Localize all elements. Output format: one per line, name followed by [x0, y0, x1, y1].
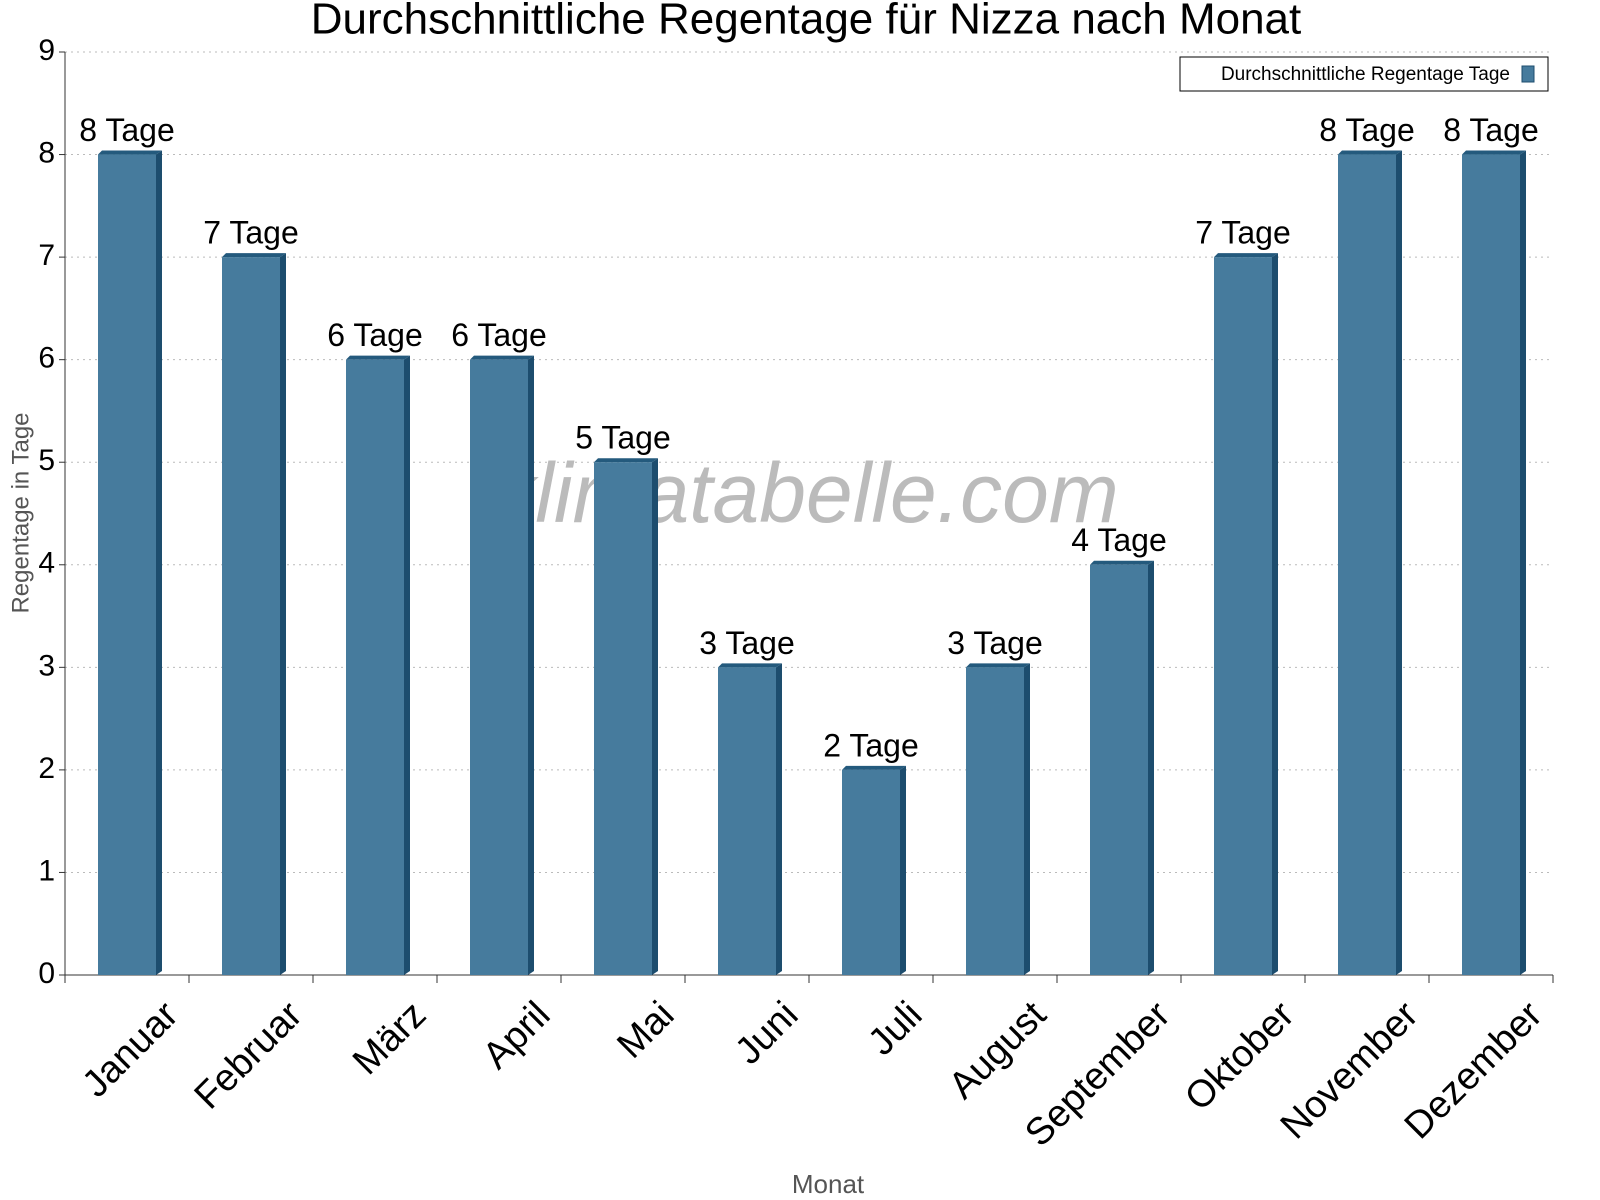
- bar-top: [470, 355, 534, 360]
- data-label: 7 Tage: [1195, 215, 1291, 251]
- data-label: 4 Tage: [1071, 522, 1167, 558]
- bar-top: [1214, 253, 1278, 258]
- data-label: 8 Tage: [79, 112, 175, 148]
- y-tick-label: 9: [38, 34, 55, 67]
- x-tick-label: Februar: [187, 994, 311, 1118]
- bar-side: [280, 253, 286, 976]
- bar-top: [346, 355, 410, 360]
- y-tick-label: 5: [38, 444, 55, 477]
- chart-title: Durchschnittliche Regentage für Nizza na…: [311, 0, 1302, 44]
- bar-side: [1272, 253, 1278, 976]
- legend: Durchschnittliche Regentage Tage: [1179, 56, 1549, 92]
- x-tick-label: Juli: [860, 994, 930, 1064]
- x-tick-label: Mai: [609, 994, 682, 1067]
- data-label: 8 Tage: [1443, 112, 1539, 148]
- x-tick-label: März: [345, 994, 434, 1083]
- data-label: 3 Tage: [947, 625, 1043, 661]
- y-tick-label: 6: [38, 342, 55, 375]
- bar: [346, 359, 404, 976]
- bar-side: [776, 663, 782, 975]
- bar: [1462, 154, 1520, 976]
- x-tick-label: Oktober: [1177, 994, 1303, 1120]
- y-tick-label: 3: [38, 649, 55, 682]
- y-tick-label: 8: [38, 136, 55, 169]
- bar: [718, 667, 776, 975]
- x-axis-label: Monat: [792, 1169, 865, 1199]
- x-tick-label: April: [475, 994, 558, 1077]
- x-tick-label: Januar: [75, 994, 187, 1106]
- y-tick-label: 7: [38, 239, 55, 272]
- data-label: 5 Tage: [575, 420, 671, 456]
- data-label: 6 Tage: [451, 317, 547, 353]
- bar-side: [652, 458, 658, 975]
- legend-box: [1179, 56, 1549, 92]
- bar-top: [842, 765, 906, 770]
- bar: [222, 257, 280, 976]
- x-tick-label: Dezember: [1397, 994, 1551, 1148]
- bar-top: [718, 663, 782, 668]
- y-tick-label: 2: [38, 752, 55, 785]
- bar-top: [98, 150, 162, 155]
- bar-side: [528, 355, 534, 976]
- bar-top: [1090, 560, 1154, 565]
- data-label: 6 Tage: [327, 317, 423, 353]
- bar: [1214, 257, 1272, 976]
- y-tick-label: 1: [38, 854, 55, 887]
- bar: [470, 359, 528, 976]
- bar-top: [966, 663, 1030, 668]
- data-label: 3 Tage: [699, 625, 795, 661]
- data-label: 7 Tage: [203, 215, 299, 251]
- x-tick-label: August: [941, 993, 1055, 1107]
- bar-top: [1338, 150, 1402, 155]
- legend-label: Durchschnittliche Regentage Tage: [1221, 64, 1510, 85]
- bar-side: [404, 355, 410, 976]
- bar-side: [1520, 150, 1526, 976]
- bar-top: [222, 253, 286, 258]
- data-label: 2 Tage: [823, 727, 919, 763]
- watermark: klimatabelle.com: [493, 446, 1119, 540]
- x-tick-label: Juni: [727, 994, 806, 1073]
- y-tick-label: 4: [38, 547, 55, 580]
- bar: [594, 462, 652, 975]
- y-axis-label: Regentage in Tage: [7, 412, 34, 613]
- bar: [98, 154, 156, 976]
- bar: [966, 667, 1024, 975]
- bar: [1090, 564, 1148, 975]
- bar-side: [1148, 560, 1154, 975]
- bar: [842, 769, 900, 975]
- bar-side: [1396, 150, 1402, 976]
- bar-side: [156, 150, 162, 976]
- bar-side: [1024, 663, 1030, 975]
- bar-top: [594, 458, 658, 463]
- y-tick-label: 0: [38, 957, 55, 990]
- bar: [1338, 154, 1396, 976]
- legend-swatch: [1521, 65, 1535, 83]
- data-label: 8 Tage: [1319, 112, 1415, 148]
- bar-top: [1462, 150, 1526, 155]
- bar-side: [900, 765, 906, 975]
